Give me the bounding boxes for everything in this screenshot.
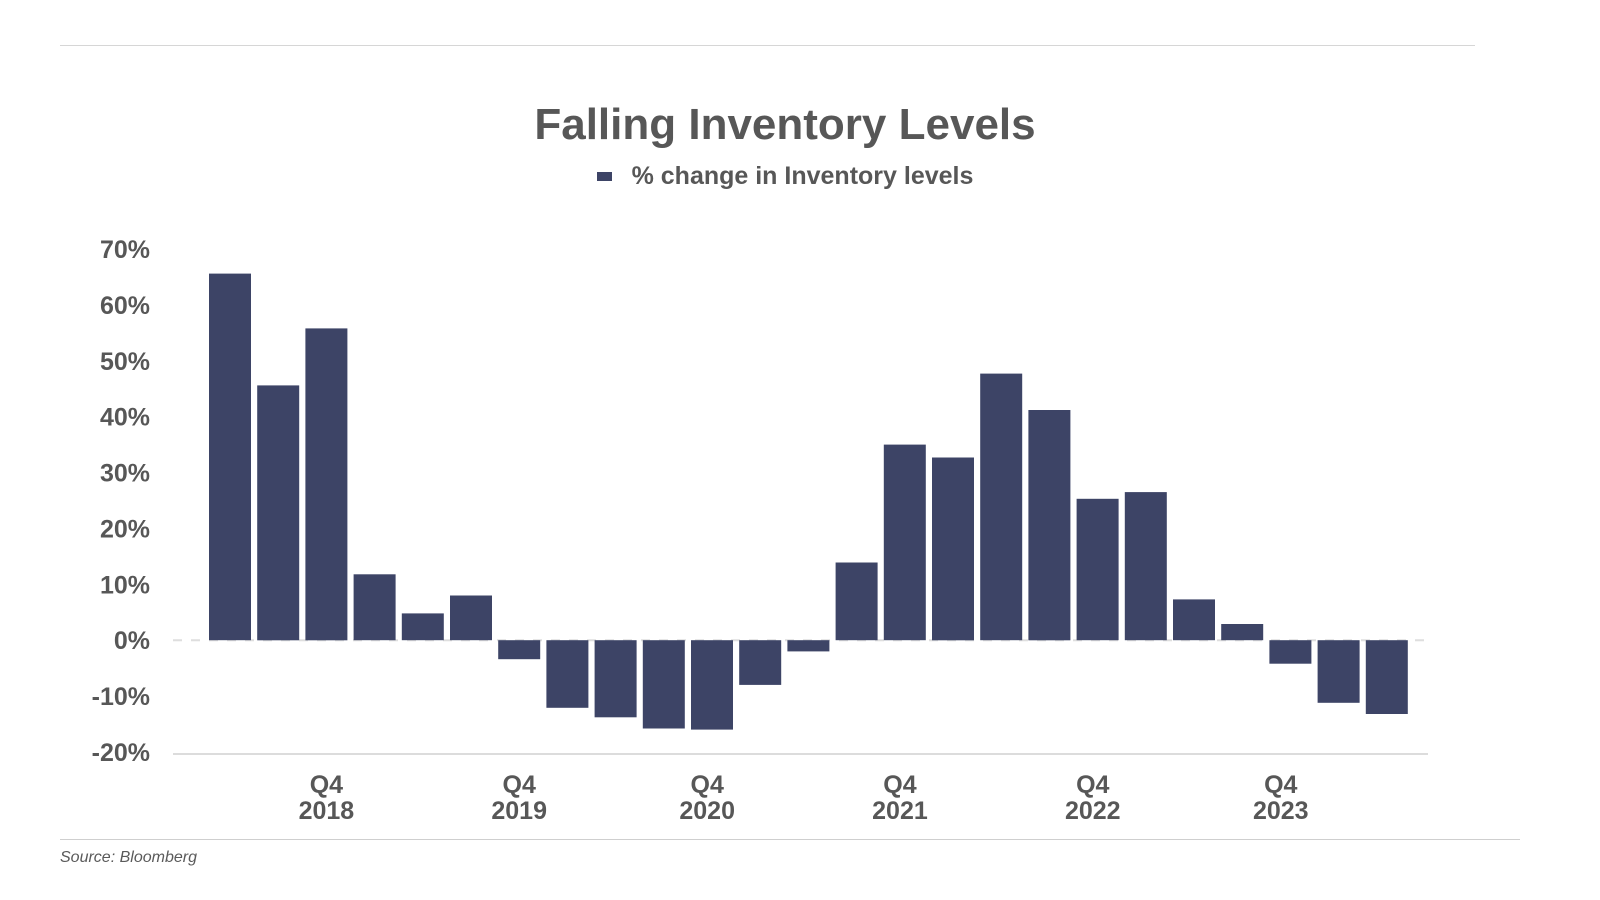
bar	[691, 640, 733, 730]
bar	[594, 640, 637, 718]
y-tick-label: 0%	[114, 627, 150, 655]
bottom-rule	[60, 839, 1520, 840]
x-tick-label-quarter: Q4	[503, 771, 536, 799]
bar	[787, 640, 830, 652]
chart-title: Falling Inventory Levels	[534, 100, 1036, 149]
legend-swatch	[596, 171, 612, 181]
x-tick-label-quarter: Q4	[1264, 771, 1297, 799]
bar	[1028, 410, 1071, 641]
bar	[739, 640, 782, 685]
bar	[257, 385, 300, 641]
x-tick-label-year: 2021	[872, 797, 928, 825]
bar	[450, 595, 492, 641]
x-tick-label-year: 2023	[1253, 797, 1309, 825]
y-tick-label: -10%	[92, 683, 150, 711]
y-tick-label: 30%	[100, 460, 150, 488]
x-tick-label-quarter: Q4	[310, 771, 343, 799]
y-tick-label: 10%	[100, 571, 150, 599]
legend: % change in Inventory levels	[0, 162, 1570, 191]
bar	[980, 373, 1023, 641]
x-tick-label-year: 2018	[299, 797, 355, 825]
source-note: Source: Bloomberg	[60, 849, 197, 866]
bar	[1124, 492, 1167, 641]
bar	[305, 328, 348, 641]
x-tick-label-quarter: Q4	[691, 771, 724, 799]
y-tick-label: 50%	[100, 348, 150, 376]
bar	[883, 444, 926, 641]
x-tick-label-year: 2019	[491, 797, 547, 825]
legend-label: % change in Inventory levels	[631, 162, 974, 190]
bar	[1269, 640, 1312, 664]
y-tick-label: 70%	[100, 236, 150, 264]
bar	[1173, 599, 1215, 641]
bar	[1076, 498, 1119, 641]
x-tick-label-year: 2020	[679, 797, 735, 825]
y-tick-label: -20%	[92, 739, 150, 767]
x-tick-label-quarter: Q4	[1076, 771, 1109, 799]
bar	[498, 640, 541, 660]
y-tick-label: 20%	[100, 515, 150, 543]
y-tick-label: 40%	[100, 404, 150, 432]
x-tick-label-quarter: Q4	[883, 771, 916, 799]
bar	[401, 613, 444, 641]
bar	[546, 640, 589, 708]
bar	[1365, 640, 1408, 714]
bar	[353, 574, 396, 641]
bar	[1221, 624, 1264, 641]
bar	[835, 562, 878, 641]
y-tick-label: 60%	[100, 292, 150, 320]
bar	[642, 640, 685, 729]
bar	[209, 273, 251, 641]
bar	[932, 457, 974, 641]
x-tick-label-year: 2022	[1065, 797, 1121, 825]
top-rule	[60, 45, 1475, 46]
bar	[1317, 640, 1360, 703]
